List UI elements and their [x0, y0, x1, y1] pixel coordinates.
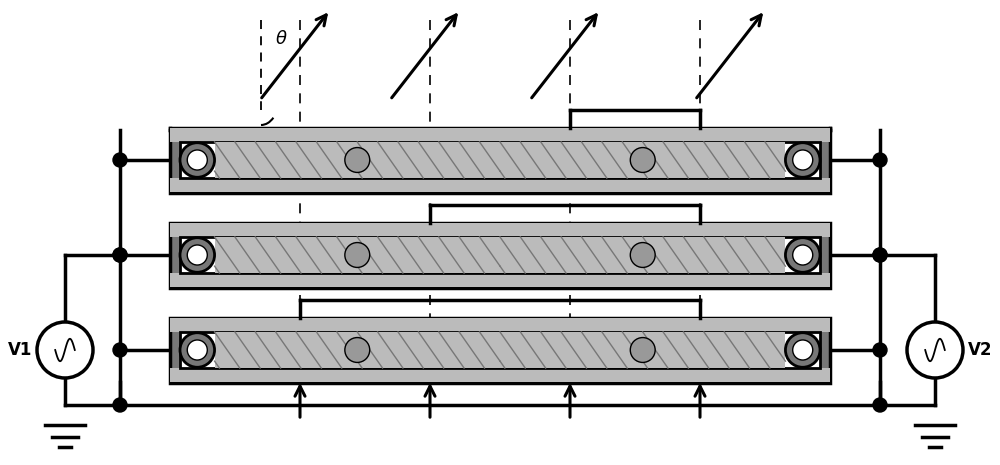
Circle shape — [113, 248, 127, 262]
Circle shape — [793, 340, 813, 360]
Bar — [170, 273, 830, 287]
Circle shape — [785, 238, 820, 272]
Bar — [500, 142, 785, 178]
Circle shape — [180, 143, 215, 177]
Circle shape — [180, 238, 215, 272]
Bar — [170, 223, 830, 288]
Text: V2: V2 — [968, 341, 992, 359]
Circle shape — [345, 338, 370, 362]
Bar — [180, 237, 820, 273]
Circle shape — [630, 338, 655, 362]
Bar — [170, 128, 830, 193]
Circle shape — [113, 343, 127, 357]
Circle shape — [873, 248, 887, 262]
Circle shape — [873, 153, 887, 167]
Circle shape — [113, 398, 127, 412]
Bar — [500, 237, 785, 273]
Circle shape — [37, 322, 93, 378]
Bar — [215, 142, 500, 178]
Bar — [170, 128, 830, 142]
Bar — [180, 332, 820, 368]
Bar — [500, 332, 785, 368]
Bar — [215, 332, 500, 368]
Bar — [170, 178, 830, 192]
Circle shape — [187, 150, 207, 170]
Bar — [170, 368, 830, 382]
Circle shape — [793, 245, 813, 265]
Bar — [170, 223, 830, 237]
Circle shape — [873, 248, 887, 262]
Circle shape — [180, 333, 215, 367]
Circle shape — [793, 150, 813, 170]
Circle shape — [873, 398, 887, 412]
Circle shape — [873, 343, 887, 357]
Bar — [170, 318, 830, 383]
Circle shape — [907, 322, 963, 378]
Circle shape — [345, 243, 370, 267]
Circle shape — [113, 248, 127, 262]
Bar — [170, 318, 830, 332]
Circle shape — [113, 153, 127, 167]
Circle shape — [630, 243, 655, 267]
Bar — [215, 237, 500, 273]
Circle shape — [187, 340, 207, 360]
Text: $\theta$: $\theta$ — [275, 30, 288, 48]
Text: V1: V1 — [8, 341, 32, 359]
Circle shape — [785, 143, 820, 177]
Bar — [180, 142, 820, 178]
Circle shape — [345, 147, 370, 173]
Circle shape — [187, 245, 207, 265]
Circle shape — [630, 147, 655, 173]
Circle shape — [785, 333, 820, 367]
